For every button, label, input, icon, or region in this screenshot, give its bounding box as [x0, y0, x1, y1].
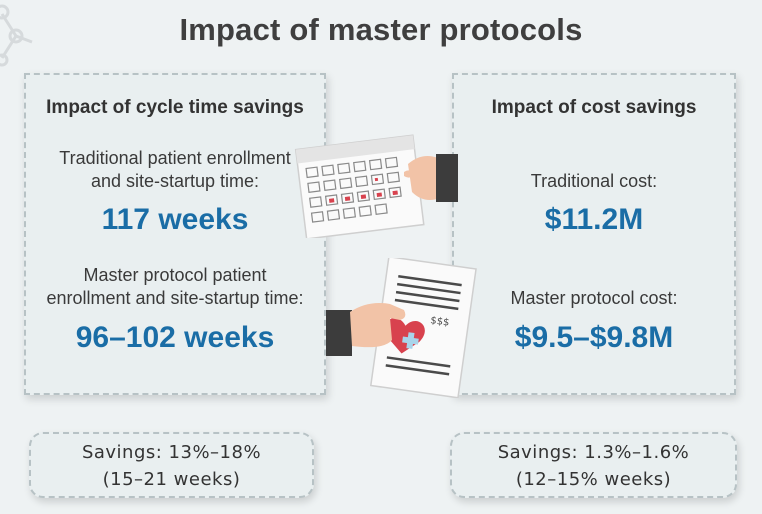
- cost-card: Impact of cost savings Traditional cost:…: [452, 73, 736, 395]
- traditional-time-value: 117 weeks: [101, 203, 249, 236]
- medical-bill-in-hand-icon: $$$: [326, 258, 477, 398]
- cycle-time-heading: Impact of cycle time savings: [46, 97, 304, 118]
- cycle-time-card: Impact of cycle time savings Traditional…: [24, 73, 326, 395]
- bill-text: $$$: [430, 315, 450, 329]
- cost-savings-badge: Savings: 1.3%–1.6% (12–15% weeks): [450, 432, 737, 498]
- cycle-time-savings-badge: Savings: 13%–18% (15–21 weeks): [29, 432, 314, 498]
- cost-heading: Impact of cost savings: [491, 97, 697, 118]
- master-time-value: 96–102 weeks: [75, 321, 275, 354]
- molecule-decoration-icon: [0, 4, 33, 67]
- master-cost-value: $9.5–$9.8M: [514, 321, 674, 354]
- calendar-in-hand-icon: [294, 134, 458, 238]
- traditional-cost-label: Traditional cost:: [530, 171, 658, 191]
- page-title: Impact of master protocols: [179, 12, 583, 47]
- traditional-cost-value: $11.2M: [544, 203, 644, 236]
- master-cost-label: Master protocol cost:: [510, 288, 678, 308]
- master-time-label: Master protocol patient enrollment and s…: [46, 265, 304, 308]
- traditional-time-label: Traditional patient enrollment and site-…: [59, 148, 291, 191]
